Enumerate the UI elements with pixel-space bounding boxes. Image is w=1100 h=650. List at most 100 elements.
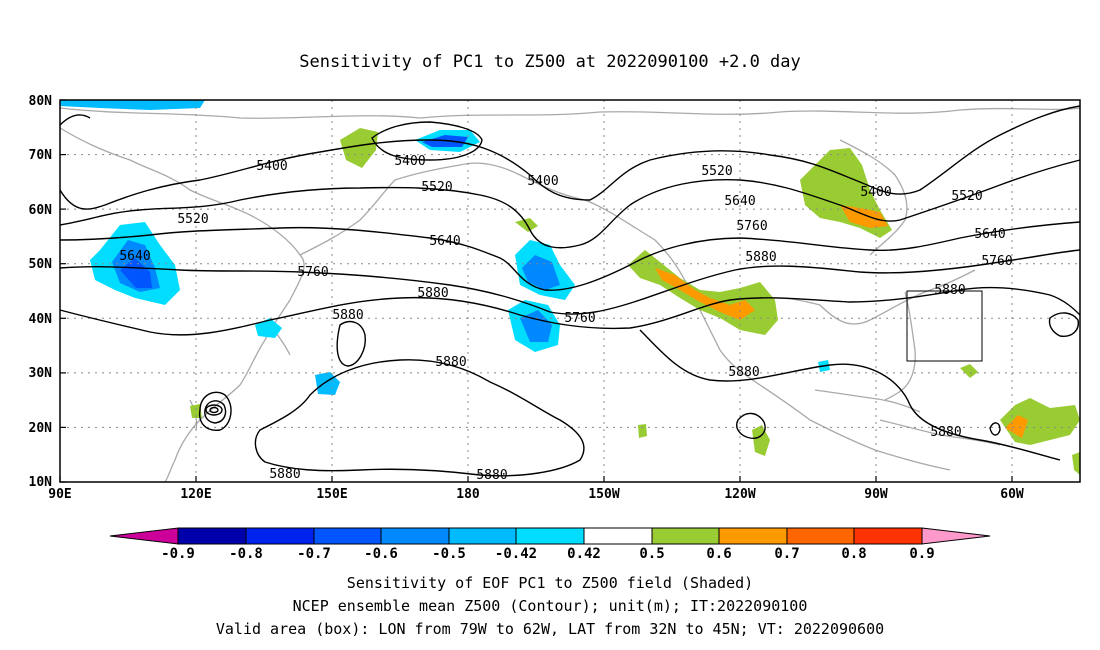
colorbar-segment	[583, 527, 653, 545]
lat-tick-label: 40N	[29, 312, 53, 327]
shade-japan	[255, 318, 282, 338]
contour-labels: 5400 5400 5400 5400 5520 5520 5520 5520 …	[119, 154, 1012, 483]
colorbar-label: -0.6	[364, 546, 398, 562]
contour-label: 5760	[297, 265, 328, 280]
contour-label: 5880	[728, 365, 759, 380]
contour-label: 5760	[981, 254, 1012, 269]
contour-5880-atlantic	[1048, 312, 1079, 337]
colorbar-segment	[245, 527, 315, 545]
great-lakes-coast	[759, 269, 976, 325]
typhoon-ring-inner-a	[205, 404, 223, 416]
contour-5880-small	[989, 422, 1001, 436]
hudson-bay-coast	[839, 139, 908, 256]
map-title: Sensitivity of PC1 to Z500 at 2022090100…	[299, 52, 801, 72]
typhoon-ring-inner-b	[209, 406, 219, 414]
lon-tick-label: 90E	[48, 487, 71, 502]
colorbar-label: 0.5	[639, 546, 664, 562]
colorbar-right-arrow	[921, 527, 991, 545]
contour-5880-mexico	[736, 412, 766, 439]
colorbar-label: 0.8	[841, 546, 866, 562]
contour-label: 5400	[527, 174, 558, 189]
z500-contours	[59, 105, 1081, 477]
shade-atlantic-core	[1005, 415, 1028, 438]
map-frame	[59, 99, 1081, 483]
lon-tick-label: 150E	[316, 487, 347, 502]
shade-western-us-core	[655, 268, 755, 320]
caption-line-shading: Sensitivity of EOF PC1 to Z500 field (Sh…	[347, 574, 753, 592]
lat-tick-label: 20N	[29, 421, 53, 436]
shade-tropics-small	[638, 424, 647, 438]
contour-label: 5520	[421, 180, 452, 195]
typhoon-ring-outer	[198, 391, 232, 431]
contour-label: 5880	[930, 425, 961, 440]
contour-5880-pacific	[254, 359, 585, 477]
colorbar-left-arrow	[109, 527, 179, 545]
map-panel: 5400 5400 5400 5400 5520 5520 5520 5520 …	[59, 99, 1081, 483]
shade-east-edge	[1072, 452, 1080, 475]
typhoon-ring-mid	[204, 400, 227, 424]
lat-tick-label: 70N	[29, 148, 53, 163]
colorbar-label: 0.9	[909, 546, 934, 562]
contour-label: 5640	[974, 227, 1005, 242]
contour-label: 5760	[736, 219, 767, 234]
gulf-coast	[814, 389, 921, 413]
shade-atlantic-small	[960, 364, 978, 378]
sensitivity-shading	[60, 100, 1080, 475]
colorbar-label: -0.5	[432, 546, 466, 562]
contour-label: 5880	[745, 250, 776, 265]
contour-label: 5400	[860, 185, 891, 200]
contour-label: 5760	[564, 311, 595, 326]
contour-5880-cell-a	[336, 320, 366, 367]
colorbar-label: 0.7	[774, 546, 799, 562]
lon-tick-label: 60W	[1000, 487, 1024, 502]
axis-ticks	[59, 99, 1013, 483]
lat-tick-label: 60N	[29, 203, 53, 218]
lat-tick-label: 10N	[29, 475, 53, 490]
contour-5640	[59, 221, 1081, 291]
latitude-labels: 80N 70N 60N 50N 40N 30N 20N 10N	[29, 94, 53, 490]
valid-area-box	[906, 290, 983, 362]
colorbar: -0.9 -0.8 -0.7 -0.6 -0.5 -0.42 0.42 0.5 …	[109, 527, 991, 562]
lon-tick-label: 90W	[864, 487, 888, 502]
contour-label: 5640	[724, 194, 755, 209]
lon-tick-label: 180	[456, 487, 480, 502]
us-east-coast	[884, 291, 916, 401]
contour-label: 5520	[951, 189, 982, 204]
contour-label: 5640	[119, 249, 150, 264]
contour-label: 5880	[435, 355, 466, 370]
north-america-west-coast	[519, 174, 951, 471]
siberia-coast	[299, 162, 521, 256]
contour-label: 5880	[476, 468, 507, 483]
colorbar-segment	[786, 527, 855, 545]
colorbar-label: 0.6	[706, 546, 731, 562]
shade-asia-core	[120, 258, 152, 288]
contour-5880-sub	[639, 329, 1061, 461]
caribbean-islands	[879, 419, 1001, 446]
contour-label: 5640	[429, 234, 460, 249]
contour-label: 5520	[177, 212, 208, 227]
shade-arctic	[60, 100, 205, 110]
colorbar-segment	[853, 527, 923, 545]
caption-line-valid-area: Valid area (box): LON from 79W to 62W, L…	[216, 620, 884, 638]
shade-mexico	[752, 425, 770, 456]
lon-tick-label: 150W	[588, 487, 619, 502]
graticule	[60, 100, 1080, 482]
colorbar-segment	[651, 527, 720, 545]
colorbar-label: -0.42	[495, 546, 537, 562]
contour-label: 5400	[256, 159, 287, 174]
lat-tick-label: 80N	[29, 94, 53, 109]
contour-label: 5520	[701, 164, 732, 179]
longitude-labels: 90E 120E 150E 180 150W 120W 90W 60W	[48, 487, 1024, 502]
contour-5520	[59, 159, 1081, 249]
colorbar-label: 0.42	[567, 546, 601, 562]
caption-line-contour: NCEP ensemble mean Z500 (Contour); unit(…	[293, 597, 808, 615]
colorbar-segment	[380, 527, 450, 545]
colorbar-segment	[515, 527, 585, 545]
shade-canada-core	[840, 205, 888, 228]
contour-5400-cell	[371, 121, 483, 161]
colorbar-label: -0.8	[229, 546, 263, 562]
lon-tick-label: 120W	[724, 487, 755, 502]
colorbar-segment	[177, 527, 247, 545]
arctic-coast	[59, 107, 1081, 119]
